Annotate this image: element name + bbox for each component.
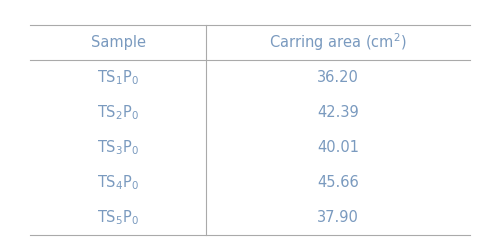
Text: TS$_4$P$_0$: TS$_4$P$_0$ xyxy=(97,173,139,192)
Text: 37.90: 37.90 xyxy=(317,210,359,225)
Text: TS$_1$P$_0$: TS$_1$P$_0$ xyxy=(97,68,139,86)
Text: TS$_2$P$_0$: TS$_2$P$_0$ xyxy=(97,103,139,122)
Text: Sample: Sample xyxy=(90,35,146,50)
Text: 36.20: 36.20 xyxy=(317,70,359,85)
Text: Carring area (cm$^2$): Carring area (cm$^2$) xyxy=(269,32,407,53)
Text: 42.39: 42.39 xyxy=(317,105,359,120)
Text: TS$_5$P$_0$: TS$_5$P$_0$ xyxy=(97,208,139,227)
Text: 45.66: 45.66 xyxy=(317,175,359,190)
Text: TS$_3$P$_0$: TS$_3$P$_0$ xyxy=(97,138,139,157)
Text: 40.01: 40.01 xyxy=(317,140,359,155)
